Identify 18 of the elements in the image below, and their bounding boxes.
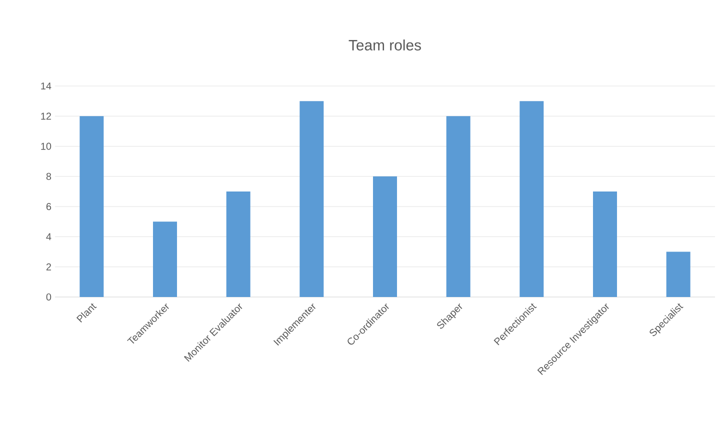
bar [153,222,177,297]
bar [300,101,324,297]
y-tick-label: 0 [46,293,52,301]
bar [520,101,544,297]
y-tick-label: 10 [41,142,52,150]
bar [80,116,104,297]
y-tick-label: 8 [46,172,52,180]
bar [226,192,250,297]
y-tick-label: 12 [41,112,51,120]
chart-title: Team roles [348,40,421,50]
bar [666,252,690,297]
y-tick-label: 6 [46,203,52,210]
y-tick-label: 4 [46,233,52,240]
y-tick-label: 2 [46,263,51,270]
bar [373,176,397,297]
y-tick-label: 14 [41,82,52,90]
bar [592,192,617,297]
bar [446,116,470,297]
